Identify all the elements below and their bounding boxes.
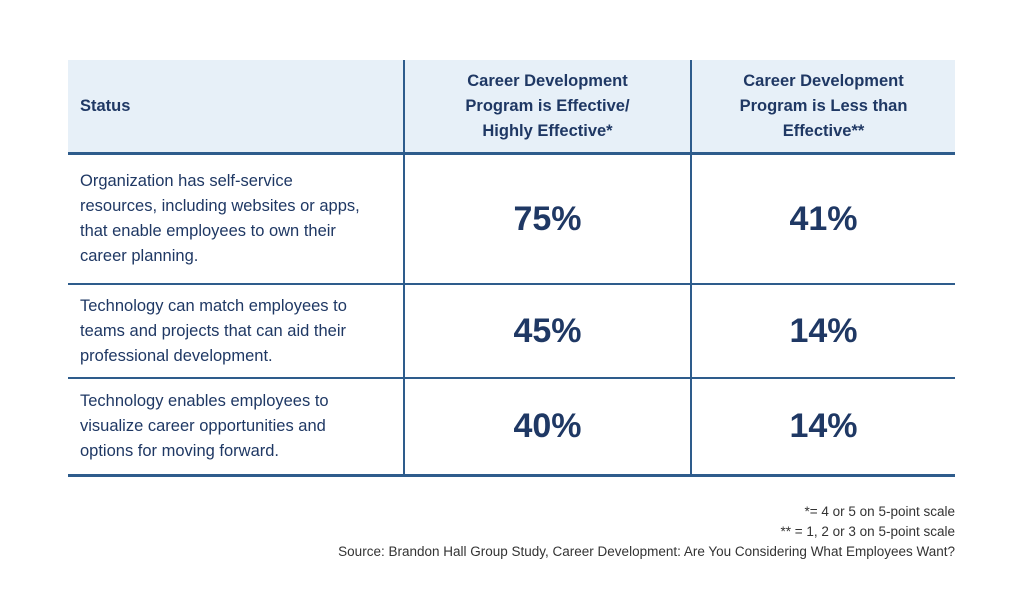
row-2-status-cell: Technology can match employees to teams … [68, 285, 403, 379]
row-3-less-effective-value: 14% [690, 379, 955, 477]
career-development-table: Status Career Development Program is Eff… [68, 60, 955, 477]
row-2-less-effective-value: 14% [690, 285, 955, 379]
header-effective-cell: Career Development Program is Effective/… [403, 60, 690, 155]
row-1-less-effective-value: 41% [690, 155, 955, 285]
row-1-effective-value: 75% [403, 155, 690, 285]
row-2-less-effective-percent: 14% [789, 311, 858, 350]
row-1-status-cell: Organization has self-service resources,… [68, 155, 403, 285]
row-1-effective-percent: 75% [513, 199, 582, 238]
row-2-effective-percent: 45% [513, 311, 582, 350]
row-1-status-text: Organization has self-service resources,… [80, 172, 360, 265]
row-3-effective-value: 40% [403, 379, 690, 477]
footnote-single-asterisk: *= 4 or 5 on 5-point scale [804, 504, 955, 519]
row-2-effective-value: 45% [403, 285, 690, 379]
footnote-double-asterisk: ** = 1, 2 or 3 on 5-point scale [780, 524, 956, 539]
row-2-status-text: Technology can match employees to teams … [80, 296, 347, 365]
header-effective-label: Career Development Program is Effective/… [465, 71, 630, 140]
footnotes-block: *= 4 or 5 on 5-point scale ** = 1, 2 or … [0, 502, 955, 562]
row-3-status-text: Technology enables employees to visualiz… [80, 392, 329, 460]
header-less-effective-label: Career Development Program is Less than … [739, 71, 908, 140]
header-status-cell: Status [68, 60, 403, 155]
row-1-less-effective-percent: 41% [789, 199, 858, 238]
row-3-status-cell: Technology enables employees to visualiz… [68, 379, 403, 477]
row-3-less-effective-percent: 14% [789, 407, 858, 445]
header-status-label: Status [80, 96, 131, 115]
source-citation: Source: Brandon Hall Group Study, Career… [338, 544, 955, 559]
row-3-effective-percent: 40% [513, 407, 582, 445]
header-less-effective-cell: Career Development Program is Less than … [690, 60, 955, 155]
